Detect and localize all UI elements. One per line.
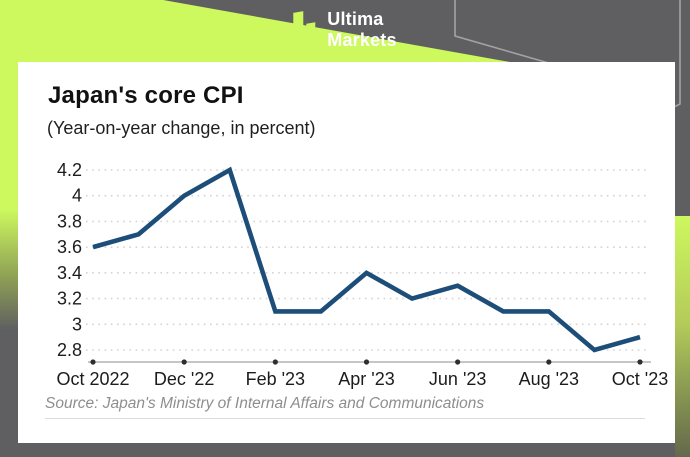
logo-bar-left [293, 11, 304, 40]
y-tick-label: 3.8 [57, 211, 82, 231]
brand-logo: Ultima Markets [293, 9, 397, 53]
y-tick-label: 3.4 [57, 263, 82, 283]
x-tick-label: Aug '23 [519, 369, 580, 389]
source-note: Source: Japan's Ministry of Internal Aff… [45, 395, 645, 419]
logo-bar-right [306, 22, 316, 51]
right-green-strip-decoration [675, 216, 690, 457]
y-tick-label: 4.2 [57, 160, 82, 180]
x-tick-label: Oct '23 [612, 369, 668, 389]
brand-name: Ultima Markets [327, 9, 396, 50]
chart-subtitle: (Year-on-year change, in percent) [47, 118, 316, 138]
y-tick-label: 4 [72, 186, 82, 206]
x-tick-label: Jun '23 [429, 369, 486, 389]
chart-title: Japan's core CPI [48, 82, 244, 109]
brand-logo-icon [293, 9, 317, 53]
axis-tick-dot [90, 359, 96, 365]
x-tick-label: Dec '22 [154, 369, 214, 389]
axis-tick-dot [272, 359, 278, 365]
x-tick-label: Apr '23 [338, 369, 394, 389]
x-tick-label: Oct 2022 [56, 369, 129, 389]
cpi-data-line [92, 166, 641, 353]
chart-card: Japan's core CPI (Year-on-year change, i… [18, 62, 675, 443]
brand-name-line1: Ultima [327, 9, 384, 29]
axis-tick-dot [637, 359, 643, 365]
left-green-strip-decoration [0, 62, 18, 330]
brand-name-line2: Markets [327, 29, 397, 50]
axis-tick-dot [455, 359, 461, 365]
y-tick-label: 3 [72, 314, 82, 334]
x-tick-label: Feb '23 [246, 369, 305, 389]
y-tick-label: 2.8 [57, 340, 82, 360]
y-tick-label: 3.2 [57, 289, 82, 309]
axis-tick-dot [181, 359, 187, 365]
axis-tick-dot [363, 359, 370, 365]
axis-tick-dot [546, 359, 552, 365]
y-tick-label: 3.6 [57, 237, 82, 257]
